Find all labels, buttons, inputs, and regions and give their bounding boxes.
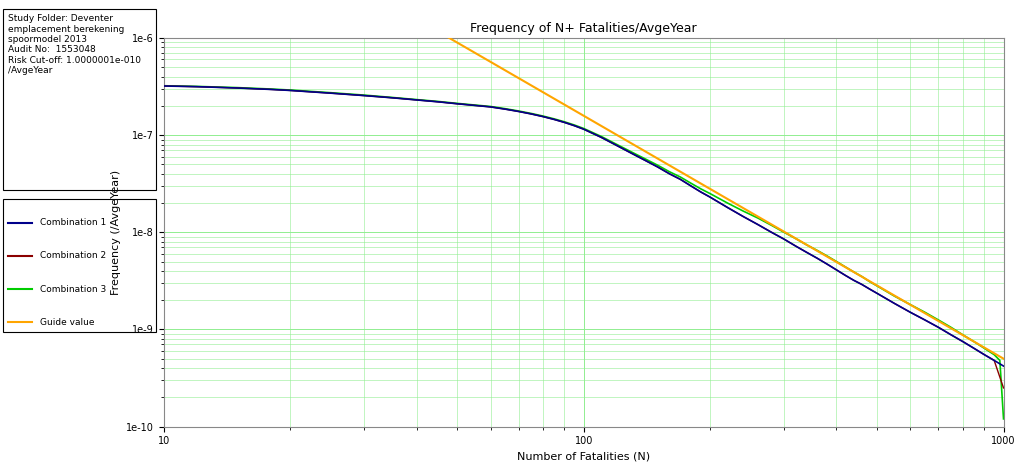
Text: Combination 3: Combination 3 <box>40 285 105 293</box>
FancyBboxPatch shape <box>3 199 156 332</box>
Title: Frequency of N+ Fatalities/AvgeYear: Frequency of N+ Fatalities/AvgeYear <box>470 22 697 36</box>
FancyBboxPatch shape <box>3 9 156 190</box>
Y-axis label: Frequency (/AvgeYear): Frequency (/AvgeYear) <box>111 170 121 295</box>
X-axis label: Number of Fatalities (N): Number of Fatalities (N) <box>517 452 650 462</box>
Text: Combination 1: Combination 1 <box>40 219 105 227</box>
Text: Combination 2: Combination 2 <box>40 252 105 260</box>
Text: Study Folder: Deventer
emplacement berekening
spoormodel 2013
Audit No:  1553048: Study Folder: Deventer emplacement berek… <box>8 14 141 75</box>
Text: Guide value: Guide value <box>40 318 94 327</box>
